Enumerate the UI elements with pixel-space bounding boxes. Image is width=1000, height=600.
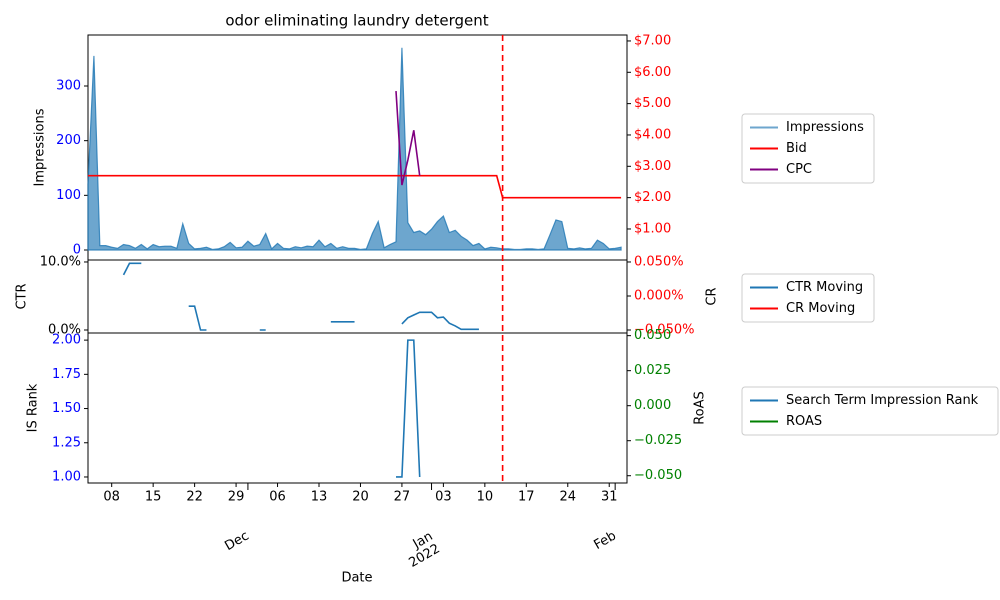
x-tick-label: 13 [311,490,328,505]
x-axis-label: Date [341,571,372,586]
line [88,174,622,199]
x-tick-label: 29 [228,490,245,505]
plot-frame [87,34,628,261]
y2-tick-label: 0.025 [634,363,671,378]
x-major-tick-label: Feb [591,529,618,554]
x-major-tick-label: Dec [222,529,251,555]
legend-label: Bid [786,141,807,156]
y2-axis-label: RoAS [693,391,708,425]
x-tick-label: 27 [394,490,411,505]
legend-box [741,273,875,323]
y-tick-label: 1.25 [52,435,81,450]
y-axis-label: IS Rank [26,383,41,432]
y-tick-label: 1.50 [52,401,81,416]
line [395,91,421,186]
y2-tick-label: 0.050% [634,254,684,269]
y2-tick-label: $7.00 [634,33,671,48]
legend-label: Search Term Impression Rank [786,393,979,408]
y-tick-label: 10.0% [40,254,81,269]
legend-label: CPC [786,162,812,177]
legend-label: Impressions [786,120,864,135]
y-tick-label: 2.00 [52,333,81,348]
chart-title: odor eliminating laundry detergent [225,12,488,30]
x-major-tick-label: Jan2022 [399,529,442,571]
y-tick-label: 1.00 [52,469,81,484]
plot-frame [87,332,628,484]
y2-tick-label: −0.025 [634,433,682,448]
y2-tick-label: 0.000% [634,288,684,303]
x-tick-label: 17 [518,490,535,505]
x-tick-label: 20 [352,490,369,505]
y-axis-label: Impressions [33,108,48,186]
y2-tick-label: 0.050 [634,328,671,343]
y2-tick-label: $4.00 [634,127,671,142]
line [396,339,421,478]
legend-label: CTR Moving [786,280,863,295]
y-axis-label: CTR [15,283,30,309]
x-tick-label: 15 [145,490,162,505]
y2-tick-label: $2.00 [634,190,671,205]
y2-tick-label: −0.050% [634,323,694,338]
y-tick-label: 300 [56,79,81,94]
line [122,262,479,331]
y-tick-label: 1.75 [52,367,81,382]
x-tick-label: 24 [559,490,576,505]
y-tick-label: 0.0% [48,323,81,338]
y2-tick-label: $5.00 [634,96,671,111]
y-tick-label: 0 [73,242,81,257]
x-tick-label: 31 [601,490,618,505]
plot-frame [87,259,628,334]
legend-box [741,386,999,436]
y2-tick-label: $1.00 [634,221,671,236]
y2-axis-label: CR [705,287,720,305]
y2-tick-label: $6.00 [634,65,671,80]
x-tick-label: 10 [477,490,494,505]
x-tick-label: 06 [269,490,286,505]
x-tick-label: 03 [435,490,452,505]
legend-box [741,113,875,184]
y-tick-label: 200 [56,133,81,148]
y-tick-label: 100 [56,188,81,203]
y2-tick-label: 0.000 [634,398,671,413]
x-tick-label: 22 [186,490,203,505]
legend-label: CR Moving [786,301,855,316]
x-tick-label: 08 [103,490,120,505]
legend-label: ROAS [786,414,822,429]
y2-tick-label: $3.00 [634,159,671,174]
area [87,47,622,251]
y2-tick-label: −0.050 [634,468,682,483]
